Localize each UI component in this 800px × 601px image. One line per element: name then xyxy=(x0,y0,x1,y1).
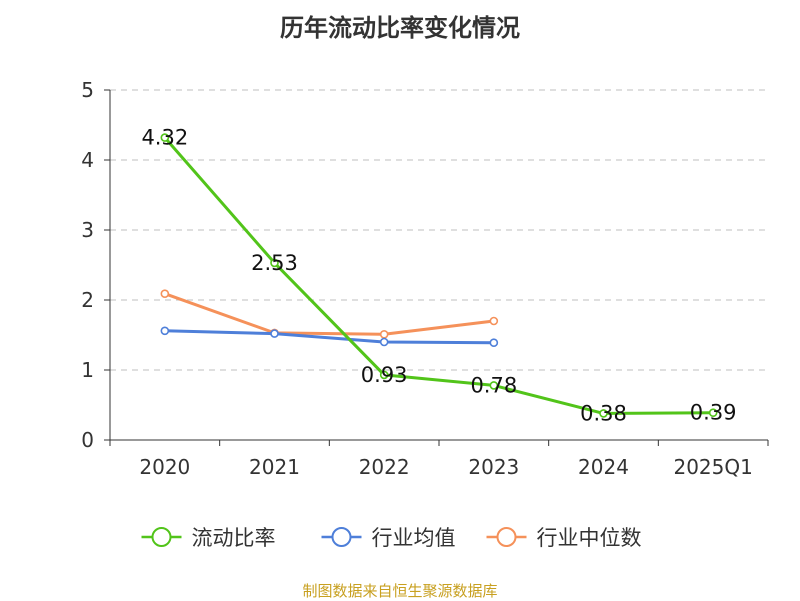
source-note: 制图数据来自恒生聚源数据库 xyxy=(302,582,498,600)
legend-marker-icon xyxy=(151,527,172,547)
data-point xyxy=(379,370,389,380)
y-tick-label: 0 xyxy=(81,428,94,452)
data-point xyxy=(160,289,170,299)
data-point xyxy=(379,329,389,339)
data-label: 2.53 xyxy=(251,251,298,275)
data-point xyxy=(489,338,499,348)
data-point xyxy=(489,316,499,326)
data-label: 0.38 xyxy=(580,401,627,425)
series-line xyxy=(164,292,495,336)
x-tick-label: 2025Q1 xyxy=(673,455,752,479)
chart-title: 历年流动比率变化情况 xyxy=(280,14,520,42)
data-point xyxy=(379,337,389,347)
legend-item: 流动比率 xyxy=(141,526,276,550)
x-tick-label: 2022 xyxy=(359,455,410,479)
data-point xyxy=(489,381,499,390)
data-label: 4.32 xyxy=(141,126,188,150)
data-point xyxy=(708,408,718,418)
legend: 流动比率 行业均值 行业中位数 xyxy=(141,526,642,550)
data-point xyxy=(270,258,279,268)
data-labels: 4.32 2.53 0.93 0.78 0.38 0.39 xyxy=(141,126,736,426)
y-tick-label: 3 xyxy=(81,218,94,242)
y-tick-label: 1 xyxy=(81,358,94,382)
series-line xyxy=(164,329,494,345)
legend-item: 行业均值 xyxy=(321,526,456,550)
x-tick-label: 2021 xyxy=(249,455,300,479)
series-line xyxy=(163,136,714,415)
x-tick-label: 2023 xyxy=(468,455,519,479)
legend-marker-icon xyxy=(331,527,352,547)
legend-marker-icon xyxy=(496,527,517,547)
data-label: 0.78 xyxy=(470,373,517,397)
legend-label: 行业中位数 xyxy=(537,526,642,550)
data-label: 0.93 xyxy=(361,363,408,387)
data-point xyxy=(270,329,279,338)
axes: 0 1 2 3 4 5 2020 2021 2022 2023 2024 2025Q1 xyxy=(81,78,769,479)
y-tick-label: 4 xyxy=(81,148,94,172)
legend-item: 行业中位数 xyxy=(486,526,642,550)
legend-label: 行业均值 xyxy=(372,526,456,550)
legend-label: 流动比率 xyxy=(192,526,276,550)
data-point xyxy=(160,326,170,336)
x-tick-label: 2020 xyxy=(139,455,190,479)
y-tick-label: 5 xyxy=(81,78,94,102)
data-point xyxy=(599,409,608,418)
x-tick-label: 2024 xyxy=(578,455,629,479)
series-lines xyxy=(160,133,718,418)
data-point xyxy=(160,133,170,142)
y-tick-label: 2 xyxy=(81,288,94,312)
data-label: 0.39 xyxy=(690,401,737,425)
